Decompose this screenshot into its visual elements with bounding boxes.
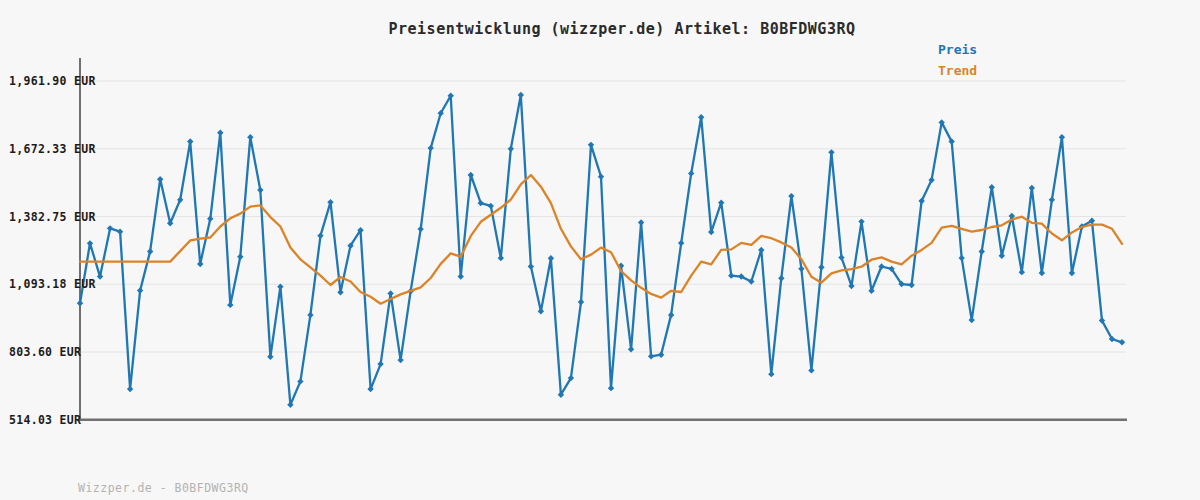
price-point-marker — [478, 200, 484, 206]
price-point-marker — [518, 92, 524, 98]
price-point-marker — [1029, 185, 1035, 191]
price-point-marker — [197, 261, 203, 267]
price-point-marker — [1039, 270, 1045, 276]
price-point-marker — [417, 226, 423, 232]
price-point-marker — [488, 203, 494, 209]
price-chart — [0, 0, 1200, 500]
price-point-marker — [708, 229, 714, 235]
price-point-marker — [387, 290, 393, 296]
price-point-marker — [678, 240, 684, 246]
price-point-marker — [237, 253, 243, 259]
price-point-marker — [397, 357, 403, 363]
price-point-marker — [1119, 339, 1125, 345]
price-point-marker — [1019, 269, 1025, 275]
price-point-marker — [778, 275, 784, 281]
price-point-marker — [588, 142, 594, 148]
y-axis-tick-label: 1,672.33 EUR — [9, 142, 96, 156]
price-point-marker — [427, 145, 433, 151]
price-point-marker — [698, 114, 704, 120]
y-axis-tick-label: 1,961.90 EUR — [9, 74, 96, 88]
price-point-marker — [77, 300, 83, 306]
price-history-page: Preisentwicklung (wizzper.de) Artikel: B… — [0, 0, 1200, 500]
price-point-marker — [187, 138, 193, 144]
price-point-marker — [337, 289, 343, 295]
price-point-marker — [688, 170, 694, 176]
price-point-marker — [999, 253, 1005, 259]
price-point-marker — [468, 172, 474, 178]
price-point-marker — [979, 248, 985, 254]
price-point-marker — [908, 282, 914, 288]
price-point-marker — [1069, 270, 1075, 276]
price-point-marker — [668, 312, 674, 318]
price-point-marker — [868, 288, 874, 294]
price-point-marker — [969, 317, 975, 323]
price-point-marker — [458, 273, 464, 279]
y-axis-tick-label: 514.03 EUR — [9, 413, 81, 427]
price-point-marker — [498, 255, 504, 261]
price-point-marker — [1059, 134, 1065, 140]
price-point-marker — [818, 264, 824, 270]
price-point-marker — [157, 176, 163, 182]
price-point-marker — [327, 199, 333, 205]
price-point-marker — [528, 263, 534, 269]
price-point-marker — [137, 287, 143, 293]
price-point-marker — [989, 184, 995, 190]
price-point-marker — [598, 173, 604, 179]
price-point-marker — [307, 312, 313, 318]
price-point-marker — [287, 402, 293, 408]
price-point-marker — [257, 187, 263, 193]
price-point-marker — [858, 218, 864, 224]
price-point-marker — [1049, 197, 1055, 203]
watermark-text: Wizzper.de - B0BFDWG3RQ — [78, 481, 249, 495]
y-axis-tick-label: 803.60 EUR — [9, 345, 81, 359]
price-point-marker — [788, 193, 794, 199]
price-point-marker — [958, 255, 964, 261]
price-point-marker — [808, 367, 814, 373]
y-axis-tick-label: 1,382.75 EUR — [9, 210, 96, 224]
price-point-marker — [297, 378, 303, 384]
price-point-marker — [728, 272, 734, 278]
price-point-marker — [127, 386, 133, 392]
price-point-marker — [718, 199, 724, 205]
price-point-marker — [117, 228, 123, 234]
price-point-marker — [548, 255, 554, 261]
price-point-marker — [758, 247, 764, 253]
price-point-marker — [798, 266, 804, 272]
price-point-marker — [177, 197, 183, 203]
price-point-marker — [638, 219, 644, 225]
price-point-marker — [227, 302, 233, 308]
price-point-marker — [538, 308, 544, 314]
price-point-marker — [167, 220, 173, 226]
price-point-marker — [508, 146, 514, 152]
price-point-marker — [87, 240, 93, 246]
price-point-marker — [97, 273, 103, 279]
price-point-marker — [828, 149, 834, 155]
price-point-marker — [578, 299, 584, 305]
price-point-marker — [838, 254, 844, 260]
price-point-marker — [768, 371, 774, 377]
price-point-marker — [367, 386, 373, 392]
price-point-marker — [217, 129, 223, 135]
price-point-marker — [107, 225, 113, 231]
price-point-marker — [377, 361, 383, 367]
price-point-marker — [648, 353, 654, 359]
price-point-marker — [267, 354, 273, 360]
price-point-marker — [608, 385, 614, 391]
price-point-marker — [247, 134, 253, 140]
price-point-marker — [317, 232, 323, 238]
preis-line — [80, 95, 1122, 405]
y-axis-tick-label: 1,093.18 EUR — [9, 277, 96, 291]
price-point-marker — [878, 263, 884, 269]
price-point-marker — [147, 248, 153, 254]
